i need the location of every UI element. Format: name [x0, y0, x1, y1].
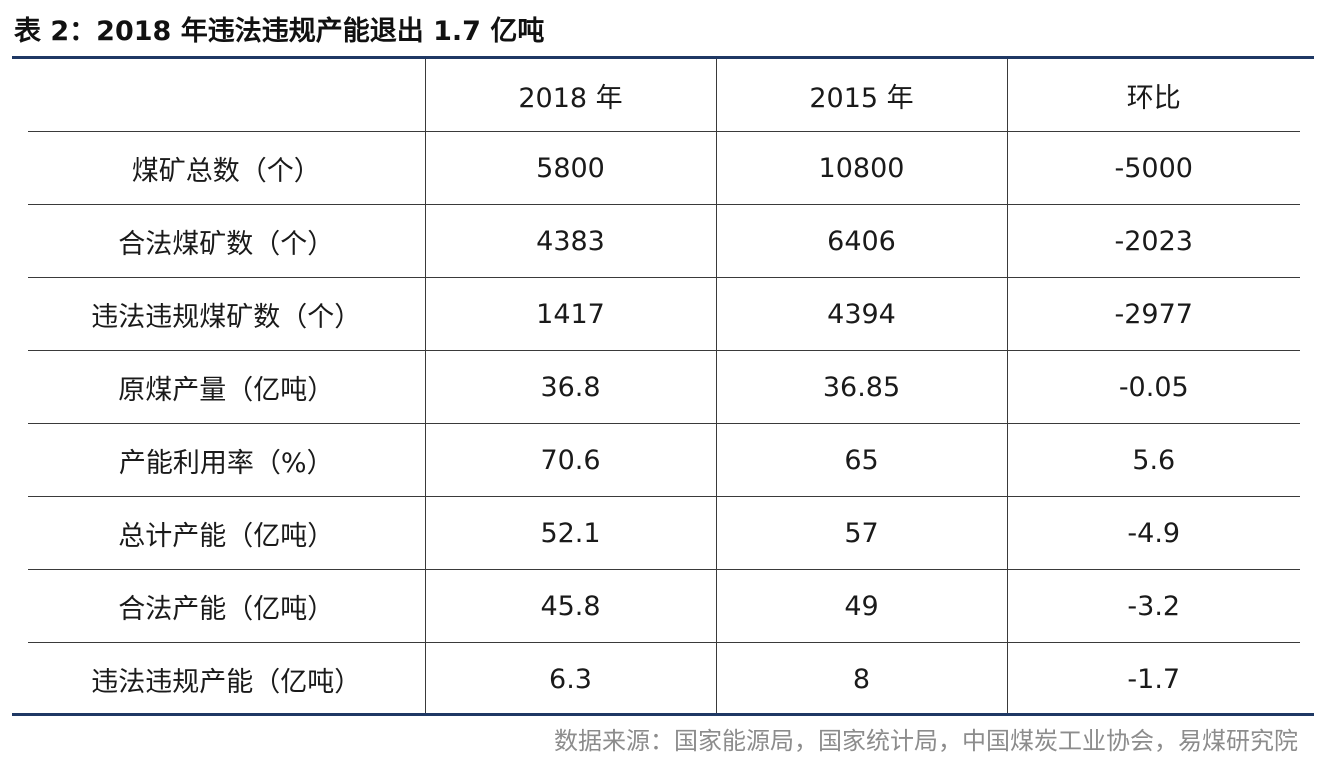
- value-2018: 5800: [424, 131, 716, 205]
- value-change: -3.2: [1006, 569, 1300, 643]
- value-change: -2023: [1006, 204, 1300, 278]
- value-2015: 49: [715, 569, 1007, 643]
- table-row: 违法违规煤矿数（个） 1417 4394 -2977: [28, 277, 1300, 351]
- row-label: 产能利用率（%）: [28, 423, 425, 497]
- value-change: -2977: [1006, 277, 1300, 351]
- bottom-rule: [12, 713, 1314, 716]
- row-label: 合法煤矿数（个）: [28, 204, 425, 278]
- row-label: 煤矿总数（个）: [28, 131, 425, 205]
- header-cell-change: 环比: [1006, 59, 1300, 132]
- value-2015: 8: [715, 642, 1007, 715]
- row-label: 原煤产量（亿吨）: [28, 350, 425, 424]
- value-2018: 36.8: [424, 350, 716, 424]
- source-note: 数据来源：国家能源局，国家统计局，中国煤炭工业协会，易煤研究院: [554, 727, 1298, 755]
- table-row: 违法违规产能（亿吨） 6.3 8 -1.7: [28, 642, 1300, 715]
- row-label: 违法违规煤矿数（个）: [28, 277, 425, 351]
- row-label: 总计产能（亿吨）: [28, 496, 425, 570]
- table-row: 原煤产量（亿吨） 36.8 36.85 -0.05: [28, 350, 1300, 424]
- table-row: 合法产能（亿吨） 45.8 49 -3.2: [28, 569, 1300, 643]
- data-table: 2018 年 2015 年 环比 煤矿总数（个） 5800 10800 -500…: [28, 59, 1300, 715]
- value-2015: 6406: [715, 204, 1007, 278]
- header-row: 2018 年 2015 年 环比: [28, 59, 1300, 132]
- value-2018: 70.6: [424, 423, 716, 497]
- value-change: -0.05: [1006, 350, 1300, 424]
- value-change: -4.9: [1006, 496, 1300, 570]
- value-2018: 45.8: [424, 569, 716, 643]
- header-cell-2015: 2015 年: [715, 59, 1007, 132]
- table-row: 总计产能（亿吨） 52.1 57 -4.9: [28, 496, 1300, 570]
- value-2018: 1417: [424, 277, 716, 351]
- row-label: 合法产能（亿吨）: [28, 569, 425, 643]
- top-rule: [12, 56, 1314, 59]
- value-2018: 4383: [424, 204, 716, 278]
- value-2018: 6.3: [424, 642, 716, 715]
- table-title: 表 2：2018 年违法违规产能退出 1.7 亿吨: [14, 16, 545, 47]
- value-2015: 36.85: [715, 350, 1007, 424]
- table-row: 煤矿总数（个） 5800 10800 -5000: [28, 131, 1300, 205]
- value-change: -1.7: [1006, 642, 1300, 715]
- value-2015: 57: [715, 496, 1007, 570]
- value-2015: 65: [715, 423, 1007, 497]
- value-2015: 4394: [715, 277, 1007, 351]
- table-row: 合法煤矿数（个） 4383 6406 -2023: [28, 204, 1300, 278]
- value-change: -5000: [1006, 131, 1300, 205]
- table-row: 产能利用率（%） 70.6 65 5.6: [28, 423, 1300, 497]
- header-cell-2018: 2018 年: [424, 59, 716, 132]
- header-cell-empty: [28, 59, 425, 132]
- value-2018: 52.1: [424, 496, 716, 570]
- row-label: 违法违规产能（亿吨）: [91, 666, 362, 698]
- value-2015: 10800: [715, 131, 1007, 205]
- value-change: 5.6: [1006, 423, 1300, 497]
